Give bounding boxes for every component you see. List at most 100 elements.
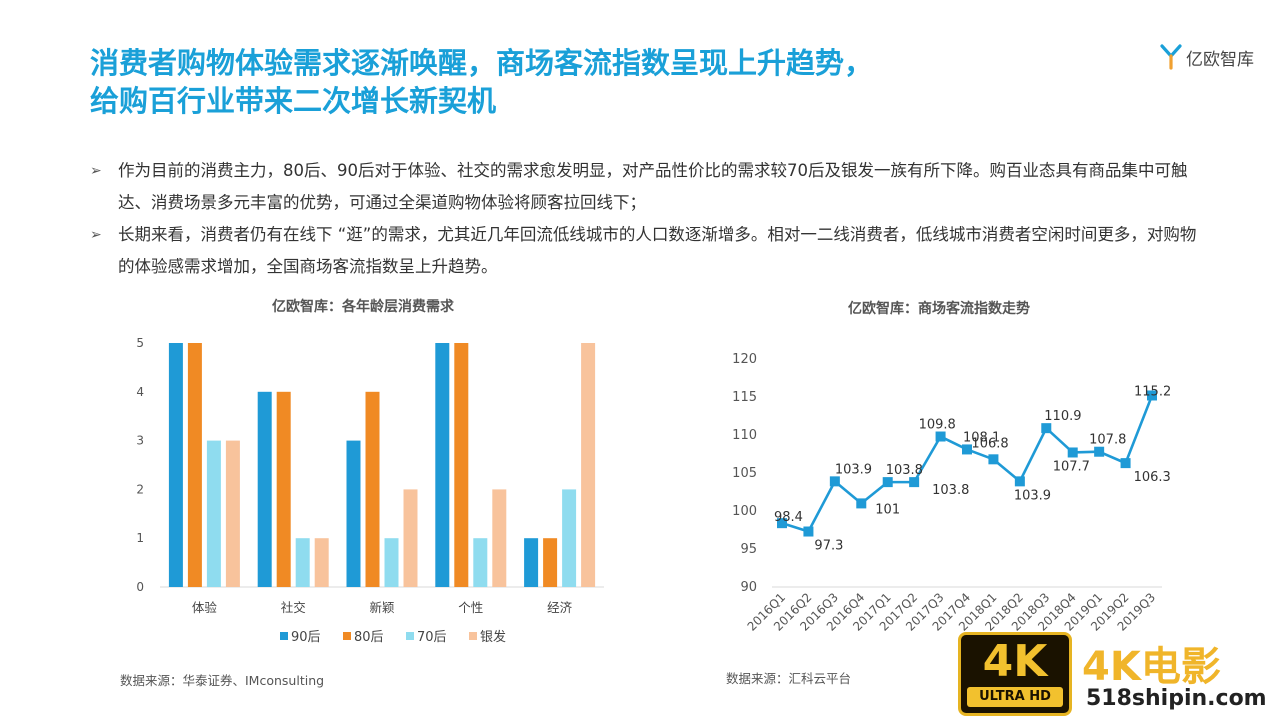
data-label: 109.8 (919, 418, 956, 433)
y-tick-label: 90 (740, 580, 757, 595)
bar-chart-source: 数据来源：华泰证券、IMconsulting (120, 673, 325, 688)
watermark-badge: 4K ULTRA HD (958, 632, 1072, 716)
data-point (856, 498, 867, 509)
page-title-line-2: 给购百行业带来二次增长新契机 (90, 84, 497, 118)
y-tick-label: 110 (732, 428, 757, 443)
bar (187, 343, 202, 587)
bar (295, 538, 310, 587)
x-tick-label: 体验 (192, 600, 218, 615)
bar (257, 391, 272, 587)
data-label: 103.9 (835, 462, 872, 477)
legend-swatch (406, 632, 414, 640)
data-point (803, 526, 814, 537)
data-label: 103.8 (932, 483, 969, 498)
y-tick-label: 2 (136, 482, 144, 496)
legend-swatch (469, 632, 477, 640)
x-tick-label: 个性 (458, 600, 483, 615)
legend-entry: 80后 (354, 630, 384, 645)
data-point (1094, 446, 1105, 457)
data-label: 107.8 (1089, 433, 1126, 448)
watermark-site: 518shipin.com (1086, 686, 1267, 711)
bar (403, 489, 418, 587)
bar (206, 440, 221, 587)
legend-swatch (343, 632, 351, 640)
bar (524, 538, 539, 587)
data-label: 106.8 (971, 436, 1008, 451)
data-point (882, 477, 893, 488)
y-tick-label: 0 (136, 580, 144, 594)
bar (492, 489, 507, 587)
bullet-list: ➢ 作为目前的消费主力，80后、90后对于体验、社交的需求愈发明显，对产品性价比… (90, 155, 1200, 283)
data-label: 106.3 (1134, 470, 1171, 485)
bullet-item: ➢ 长期来看，消费者仍有在线下 “逛”的需求，尤其近几年回流低线城市的人口数逐渐… (90, 219, 1200, 283)
page-title: 消费者购物体验需求逐渐唤醒，商场客流指数呈现上升趋势， 给购百行业带来二次增长新… (90, 44, 1090, 120)
legend-entry: 70后 (417, 630, 447, 645)
y-tick-label: 120 (732, 352, 757, 367)
data-label: 97.3 (814, 539, 843, 554)
x-tick-label: 社交 (281, 600, 306, 615)
legend-swatch (280, 632, 288, 640)
y-tick-label: 4 (136, 385, 144, 399)
y-tick-label: 115 (732, 390, 757, 405)
line-chart-source: 数据来源：汇科云平台 (726, 671, 852, 686)
bar (168, 343, 183, 587)
watermark-brand: 4K电影 (1082, 644, 1221, 690)
data-label: 101 (875, 502, 900, 517)
arrow-bullet-icon: ➢ (90, 163, 102, 179)
legend-entry: 90后 (291, 630, 321, 645)
data-point (1067, 447, 1078, 458)
data-point (988, 454, 999, 465)
bar (562, 489, 577, 587)
bullet-text: 作为目前的消费主力，80后、90后对于体验、社交的需求愈发明显，对产品性价比的需… (118, 161, 1188, 212)
data-point (1014, 476, 1025, 487)
watermark: 4K ULTRA HD 4K电影 518shipin.com (958, 632, 1276, 716)
bar-chart-title: 亿欧智库：各年龄层消费需求 (272, 299, 454, 315)
y-tick-label: 95 (740, 542, 757, 557)
data-point (1120, 458, 1131, 469)
bullet-item: ➢ 作为目前的消费主力，80后、90后对于体验、社交的需求愈发明显，对产品性价比… (90, 155, 1200, 219)
watermark-badge-subtext: ULTRA HD (967, 687, 1063, 707)
data-label: 115.2 (1134, 384, 1171, 399)
x-tick-label: 新颖 (369, 600, 394, 615)
bar (435, 343, 450, 587)
data-label: 108.1 (963, 430, 1000, 445)
bar (225, 440, 240, 587)
data-point (829, 476, 840, 487)
data-label: 107.7 (1053, 459, 1090, 474)
data-point (1147, 390, 1157, 401)
y-tick-label: 5 (136, 336, 144, 350)
y-tick-label: 1 (136, 531, 144, 545)
data-label: 98.4 (774, 510, 803, 525)
legend-entry: 银发 (480, 629, 506, 645)
data-point (909, 477, 920, 488)
data-label: 110.9 (1044, 409, 1081, 424)
data-label: 103.8 (886, 463, 923, 478)
data-point (1041, 423, 1052, 434)
watermark-badge-text: 4K (982, 636, 1048, 687)
line-chart-title: 亿欧智库：商场客流指数走势 (848, 301, 1030, 317)
bar (454, 343, 469, 587)
data-point (962, 444, 972, 455)
bar (365, 391, 380, 587)
y-tick-label: 3 (136, 434, 144, 448)
bar (346, 440, 361, 587)
y-tick-label: 105 (732, 466, 757, 481)
data-point (777, 518, 787, 529)
x-tick-label: 经济 (547, 600, 573, 615)
y-tick-label: 100 (732, 504, 757, 519)
logo-icon (1160, 44, 1182, 70)
bar (581, 343, 596, 587)
data-point (935, 431, 946, 442)
bar (314, 538, 329, 587)
page-title-line-1: 消费者购物体验需求逐渐唤醒，商场客流指数呈现上升趋势， (90, 46, 874, 80)
logo-text: 亿欧智库 (1186, 49, 1254, 70)
bar (276, 391, 291, 587)
bar (543, 538, 558, 587)
bullet-text: 长期来看，消费者仍有在线下 “逛”的需求，尤其近几年回流低线城市的人口数逐渐增多… (118, 225, 1197, 276)
bar (384, 538, 399, 587)
arrow-bullet-icon: ➢ (90, 227, 102, 243)
logo: 亿欧智库 (1160, 42, 1254, 72)
data-label: 103.9 (1014, 488, 1051, 503)
